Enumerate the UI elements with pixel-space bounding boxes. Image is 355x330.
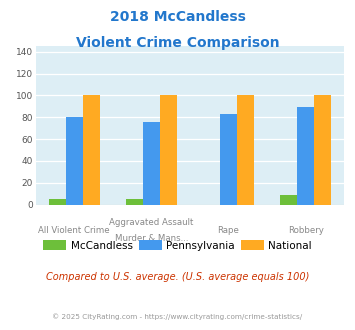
Bar [297, 107, 314, 205]
Bar [314, 95, 331, 205]
Bar [237, 95, 254, 205]
Bar [66, 117, 83, 205]
Legend: McCandless, Pennsylvania, National: McCandless, Pennsylvania, National [39, 236, 316, 255]
Text: Compared to U.S. average. (U.S. average equals 100): Compared to U.S. average. (U.S. average … [46, 272, 309, 282]
Bar [280, 195, 297, 205]
Text: All Violent Crime: All Violent Crime [38, 226, 110, 235]
Text: Robbery: Robbery [288, 226, 324, 235]
Bar [126, 199, 143, 205]
Text: © 2025 CityRating.com - https://www.cityrating.com/crime-statistics/: © 2025 CityRating.com - https://www.city… [53, 314, 302, 320]
Bar [160, 95, 177, 205]
Bar [83, 95, 100, 205]
Bar [49, 199, 66, 205]
Text: 2018 McCandless: 2018 McCandless [110, 10, 245, 24]
Text: Violent Crime Comparison: Violent Crime Comparison [76, 36, 279, 50]
Bar [143, 121, 160, 205]
Bar [220, 114, 237, 205]
Text: Rape: Rape [218, 226, 240, 235]
Text: Aggravated Assault: Aggravated Assault [109, 218, 193, 227]
Text: Murder & Mans...: Murder & Mans... [115, 234, 188, 243]
